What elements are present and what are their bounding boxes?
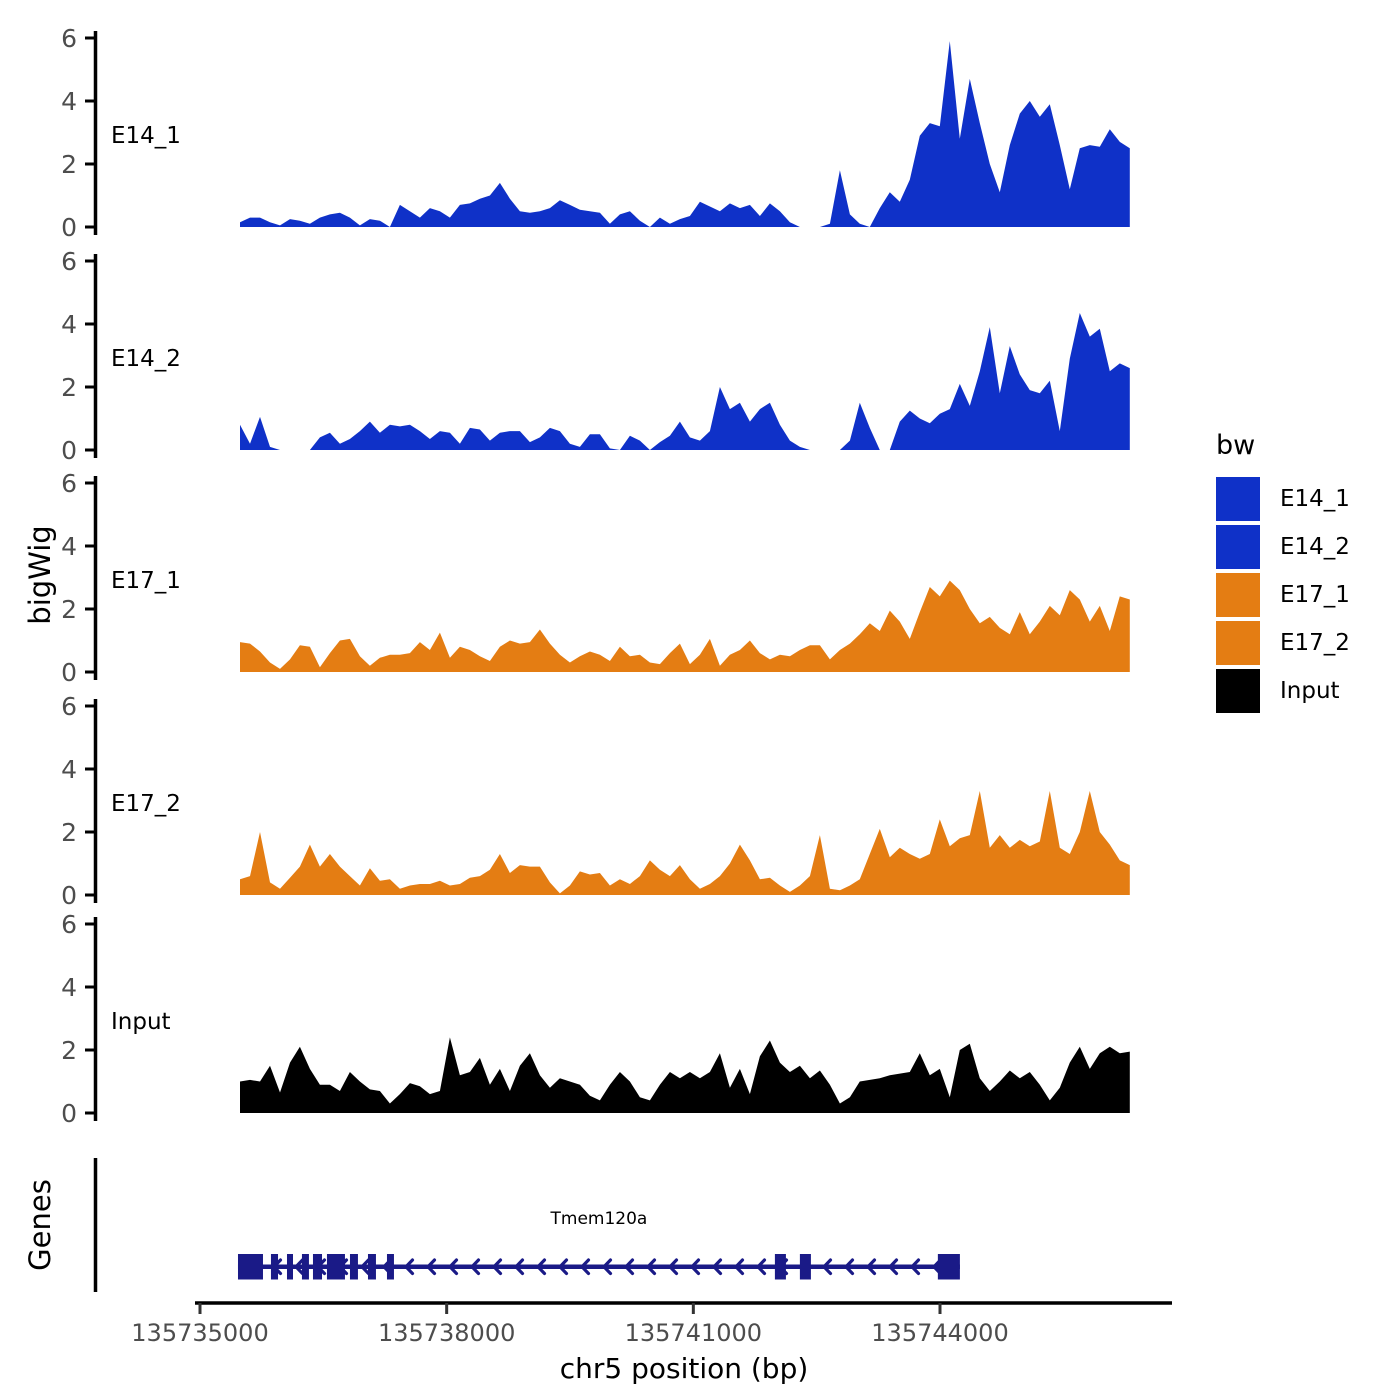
strand-arrow-icon bbox=[403, 1258, 415, 1276]
strand-arrow-icon bbox=[645, 1258, 657, 1276]
legend-item-label: E14_1 bbox=[1280, 486, 1350, 512]
gene-exon bbox=[937, 1254, 960, 1280]
y-tick-label: 2 bbox=[61, 150, 77, 179]
strand-arrow-icon bbox=[689, 1258, 701, 1276]
y-tick-label: 6 bbox=[61, 469, 77, 498]
y-tick-label: 0 bbox=[61, 213, 77, 242]
strand-arrow-icon bbox=[909, 1258, 921, 1276]
y-tick-label: 4 bbox=[61, 755, 77, 784]
strand-arrow-icon bbox=[359, 1258, 371, 1276]
y-tick-label: 6 bbox=[61, 692, 77, 721]
gene-name-label: Tmem120a bbox=[550, 1209, 648, 1229]
strand-arrow-icon bbox=[865, 1258, 877, 1276]
strand-arrow-icon bbox=[513, 1258, 525, 1276]
legend-item-E17_2: E17_2 bbox=[1216, 621, 1350, 665]
strand-arrow-icon bbox=[293, 1258, 305, 1276]
strand-arrow-icon bbox=[425, 1258, 437, 1276]
y-tick-label: 6 bbox=[61, 910, 77, 939]
strand-arrow-icon bbox=[535, 1258, 547, 1276]
legend-items: E14_1 E14_2 E17_1 E17_2 Input bbox=[1216, 477, 1350, 713]
gene-exon bbox=[799, 1254, 811, 1280]
legend-swatch-icon bbox=[1216, 525, 1260, 569]
strand-arrow-icon bbox=[843, 1258, 855, 1276]
strand-arrow-icon bbox=[733, 1258, 745, 1276]
gene-exon bbox=[301, 1254, 309, 1280]
track-label: E17_2 bbox=[111, 791, 181, 817]
legend-swatch-icon bbox=[1216, 621, 1260, 665]
gene-exon bbox=[237, 1254, 263, 1280]
legend-item-E14_2: E14_2 bbox=[1216, 525, 1350, 569]
track-label: E14_2 bbox=[111, 346, 181, 372]
y-tick-label: 2 bbox=[61, 818, 77, 847]
legend-item-E14_1: E14_1 bbox=[1216, 477, 1350, 521]
y-tick-label: 0 bbox=[61, 436, 77, 465]
legend-swatch-icon bbox=[1216, 477, 1260, 521]
strand-arrow-icon bbox=[623, 1258, 635, 1276]
signal-area-E17_2 bbox=[240, 791, 1130, 895]
track-label: E17_1 bbox=[111, 568, 181, 594]
x-tick-label: 135741000 bbox=[625, 1319, 762, 1347]
legend-item-label: E17_2 bbox=[1280, 630, 1350, 656]
strand-arrow-icon bbox=[557, 1258, 569, 1276]
legend: bw E14_1 E14_2 E17_1 E17_2 Input bbox=[1216, 430, 1350, 717]
gene-exon bbox=[386, 1254, 394, 1280]
y-tick-label: 0 bbox=[61, 1099, 77, 1128]
gene-body-line bbox=[237, 1264, 960, 1269]
gene-exon bbox=[367, 1254, 376, 1280]
legend-item-label: E17_1 bbox=[1280, 582, 1350, 608]
legend-item-label: E14_2 bbox=[1280, 534, 1350, 560]
strand-arrow-icon bbox=[579, 1258, 591, 1276]
gene-exon bbox=[326, 1254, 345, 1280]
y-tick-label: 2 bbox=[61, 1036, 77, 1065]
y-tick-label: 0 bbox=[61, 658, 77, 687]
y-tick-label: 4 bbox=[61, 310, 77, 339]
legend-item-label: Input bbox=[1280, 678, 1340, 704]
strand-arrow-icon bbox=[447, 1258, 459, 1276]
x-axis-title: chr5 position (bp) bbox=[560, 1352, 809, 1385]
signal-area-E17_1 bbox=[240, 580, 1130, 672]
signal-area-E14_2 bbox=[240, 313, 1130, 450]
signal-area-E14_1 bbox=[240, 41, 1130, 227]
gene-exon bbox=[312, 1254, 323, 1280]
strand-arrow-icon bbox=[667, 1258, 679, 1276]
legend-title: bw bbox=[1216, 430, 1256, 461]
y-tick-label: 4 bbox=[61, 973, 77, 1002]
legend-swatch-icon bbox=[1216, 669, 1260, 713]
strand-arrow-icon bbox=[821, 1258, 833, 1276]
strand-arrow-icon bbox=[887, 1258, 899, 1276]
gene-exon bbox=[286, 1254, 293, 1280]
x-tick-label: 135738000 bbox=[378, 1319, 515, 1347]
y-tick-label: 0 bbox=[61, 881, 77, 910]
y-tick-label: 2 bbox=[61, 595, 77, 624]
legend-swatch-icon bbox=[1216, 573, 1260, 617]
strand-arrow-icon bbox=[711, 1258, 723, 1276]
gene-exon bbox=[270, 1254, 279, 1280]
y-tick-label: 6 bbox=[61, 247, 77, 276]
strand-arrow-icon bbox=[755, 1258, 767, 1276]
y-tick-label: 2 bbox=[61, 373, 77, 402]
legend-item-Input: Input bbox=[1216, 669, 1350, 713]
y-tick-label: 4 bbox=[61, 532, 77, 561]
legend-item-E17_1: E17_1 bbox=[1216, 573, 1350, 617]
strand-arrow-icon bbox=[469, 1258, 481, 1276]
x-tick-label: 135744000 bbox=[871, 1319, 1008, 1347]
gene-exon bbox=[349, 1254, 358, 1280]
x-tick-label: 135735000 bbox=[131, 1319, 268, 1347]
gene-exon bbox=[774, 1254, 786, 1280]
track-label: E14_1 bbox=[111, 123, 181, 149]
strand-arrow-icon bbox=[601, 1258, 613, 1276]
y-tick-label: 4 bbox=[61, 87, 77, 116]
y-tick-label: 6 bbox=[61, 24, 77, 53]
track-label: Input bbox=[111, 1009, 171, 1035]
strand-arrow-icon bbox=[491, 1258, 503, 1276]
signal-area-Input bbox=[240, 1037, 1130, 1113]
